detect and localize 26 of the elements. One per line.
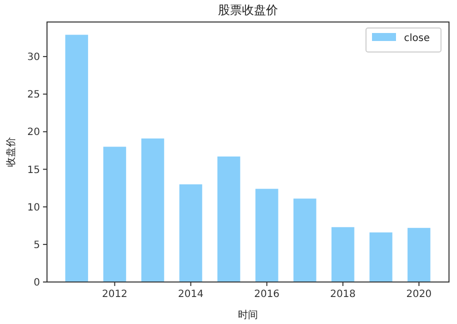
y-tick-label: 30 <box>27 52 40 64</box>
bar <box>65 34 88 282</box>
y-tick-label: 25 <box>27 90 40 101</box>
y-tick-label: 0 <box>34 278 40 288</box>
x-tick-label: 2016 <box>254 289 280 300</box>
legend-label: close <box>404 33 430 44</box>
chart-title: 股票收盘价 <box>218 3 278 17</box>
bar <box>370 232 392 282</box>
y-tick-label: 15 <box>27 164 40 176</box>
y-tick-label: 10 <box>27 202 40 214</box>
x-tick-label: 2012 <box>102 289 128 300</box>
bar <box>217 156 240 282</box>
y-tick-label: 20 <box>27 127 40 138</box>
x-tick-label: 2018 <box>330 289 356 300</box>
y-axis-title: 收盘价 <box>5 137 17 167</box>
bar <box>103 146 126 282</box>
x-axis-title: 时间 <box>238 309 258 321</box>
bar <box>408 228 430 282</box>
bar <box>179 184 202 282</box>
x-tick-label: 2014 <box>178 289 204 300</box>
bar <box>141 138 164 282</box>
bar <box>293 198 316 282</box>
bar <box>255 188 278 282</box>
x-tick-label: 2020 <box>406 289 432 300</box>
y-tick-label: 5 <box>34 240 40 251</box>
bar <box>331 227 354 282</box>
